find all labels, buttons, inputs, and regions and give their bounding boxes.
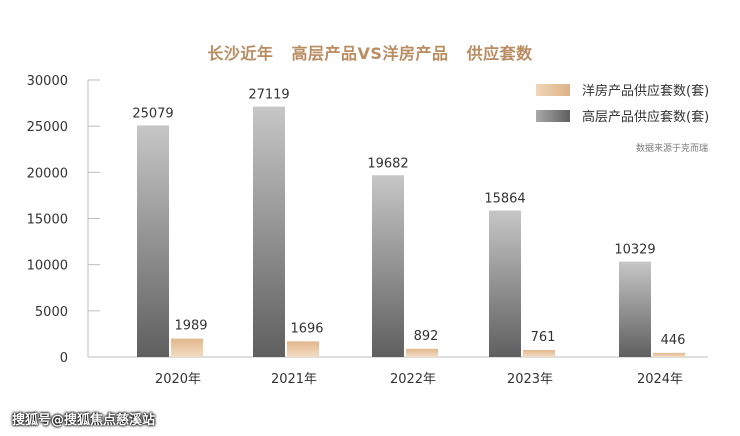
data-label-villa: 892 xyxy=(414,329,439,344)
x-tick-label: 2024年 xyxy=(637,372,683,387)
legend-label-highrise: 高层产品供应套数(套) xyxy=(582,110,710,125)
legend-swatch-highrise xyxy=(536,110,570,122)
legend-swatch-villa xyxy=(536,84,570,96)
legend-label-villa: 洋房产品供应套数(套) xyxy=(582,84,710,99)
data-label-villa: 1989 xyxy=(174,319,207,334)
data-label-villa: 761 xyxy=(531,330,556,345)
data-label-villa: 1696 xyxy=(290,321,323,336)
x-tick-label: 2020年 xyxy=(155,372,201,387)
y-tick-label: 0 xyxy=(60,351,68,366)
source-note: 数据来源于克而瑞 xyxy=(636,144,709,154)
bar-highrise xyxy=(489,210,521,357)
y-tick-label: 25000 xyxy=(27,120,68,135)
bar-highrise xyxy=(619,261,651,357)
bar-villa xyxy=(171,338,203,357)
y-tick-label: 5000 xyxy=(35,305,68,320)
chart-title: 长沙近年 高层产品VS洋房产品 供应套数 xyxy=(207,44,533,63)
x-tick-label: 2023年 xyxy=(507,372,553,387)
data-label-highrise: 15864 xyxy=(484,192,525,207)
watermark-text: 搜狐号@搜狐焦点慈溪站 xyxy=(12,413,156,428)
bar-villa xyxy=(653,352,685,357)
bar-highrise xyxy=(253,106,285,358)
bar-villa xyxy=(406,348,438,357)
x-tick-label: 2021年 xyxy=(271,372,317,387)
bar-highrise xyxy=(372,175,404,357)
bar-highrise xyxy=(137,125,169,358)
data-label-highrise: 10329 xyxy=(614,243,655,258)
y-tick-label: 15000 xyxy=(27,213,68,228)
data-label-villa: 446 xyxy=(661,333,686,348)
data-label-highrise: 19682 xyxy=(367,156,408,171)
data-label-highrise: 25079 xyxy=(132,106,173,121)
bar-villa xyxy=(287,341,319,357)
x-tick-label: 2022年 xyxy=(390,372,436,387)
data-label-highrise: 27119 xyxy=(248,88,289,103)
y-tick-label: 30000 xyxy=(27,74,68,89)
axis-layer: 0 5000 10000 15000 20000 25000 30000 2020年 2021年… xyxy=(27,74,708,387)
bar-villa xyxy=(523,349,555,357)
y-tick-label: 20000 xyxy=(27,166,68,181)
y-tick-label: 10000 xyxy=(27,259,68,274)
bars-layer: 25079 1989 27119 1696 19682 892 15864 761 10329 4… xyxy=(132,88,686,358)
